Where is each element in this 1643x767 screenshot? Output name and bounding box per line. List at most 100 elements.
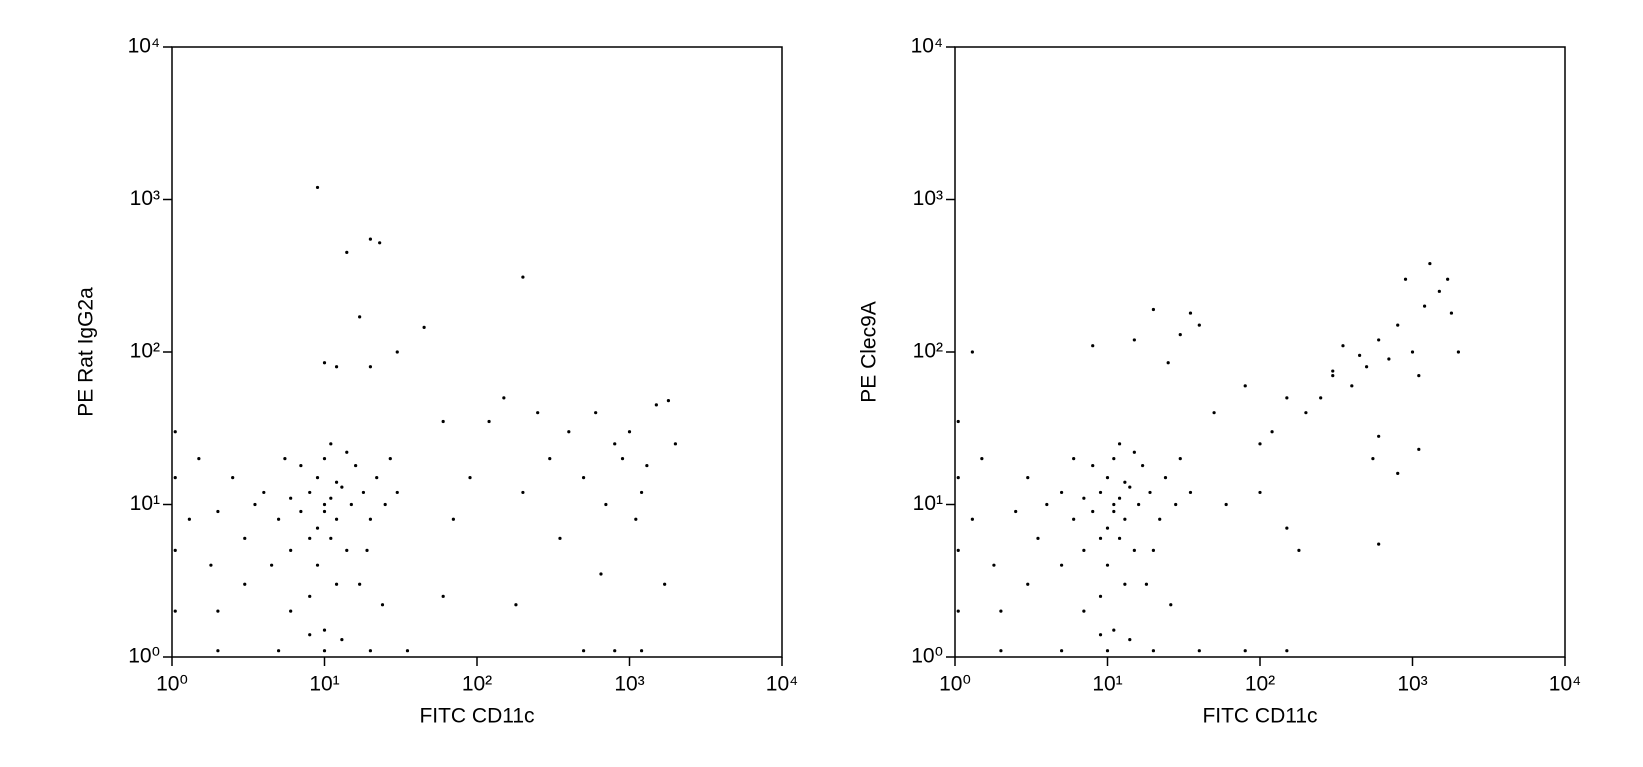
event-dot <box>956 419 960 424</box>
event-dot <box>209 563 213 567</box>
event-dot <box>243 536 247 540</box>
event-dot <box>441 594 445 598</box>
event-dot <box>334 365 339 369</box>
event-dot <box>1091 463 1095 468</box>
event-dot <box>956 609 960 613</box>
event-dot <box>1151 649 1156 653</box>
event-dot <box>340 485 344 489</box>
x-tick-label: 10¹ <box>309 673 339 696</box>
event-dot <box>604 502 608 507</box>
event-dot <box>395 490 399 495</box>
event-dot <box>1428 261 1432 266</box>
event-dot <box>334 517 339 521</box>
x-tick-label: 10⁰ <box>156 673 188 696</box>
event-dot <box>1396 323 1400 327</box>
event-dot <box>322 509 327 514</box>
event-dot <box>970 350 974 354</box>
event-dot <box>468 476 472 480</box>
event-dot <box>1072 517 1076 521</box>
event-dot <box>1178 333 1182 337</box>
event-dot <box>1105 526 1110 530</box>
event-dot <box>1331 369 1335 373</box>
event-dot <box>1105 563 1110 567</box>
event-dot <box>1132 450 1136 454</box>
x-tick-label: 10⁴ <box>1549 673 1581 696</box>
event-dot <box>216 509 220 514</box>
event-dot <box>354 463 358 468</box>
event-dot <box>1128 638 1132 642</box>
event-dot <box>1377 434 1381 438</box>
event-dot <box>1132 338 1136 342</box>
event-dot <box>1243 649 1247 653</box>
event-dot <box>361 490 366 495</box>
event-dot <box>1387 357 1391 361</box>
event-dot <box>1059 490 1064 495</box>
x-tick-label: 10⁰ <box>939 673 971 696</box>
event-dot <box>521 275 525 279</box>
event-dot <box>1417 447 1421 451</box>
event-dot <box>1319 396 1323 400</box>
event-dot <box>1285 649 1289 653</box>
event-dot <box>639 649 644 653</box>
event-dot <box>1166 361 1170 365</box>
event-dot <box>1270 430 1274 434</box>
event-dot <box>1410 350 1415 354</box>
event-dot <box>1449 311 1454 315</box>
event-dot <box>173 430 177 434</box>
plot-frame <box>954 46 1566 658</box>
event-dot <box>1098 594 1103 598</box>
event-dot <box>329 496 333 500</box>
x-tick-label: 10² <box>462 673 492 696</box>
event-dot <box>1132 548 1136 553</box>
event-dot <box>1403 277 1408 281</box>
event-dot <box>334 582 339 586</box>
event-dot <box>283 456 287 461</box>
event-dot <box>299 509 303 514</box>
event-dot <box>1417 374 1421 378</box>
event-dot <box>358 315 362 319</box>
event-dot <box>999 649 1003 653</box>
event-dot <box>1377 542 1381 546</box>
event-dot <box>380 603 385 607</box>
event-dot <box>173 476 177 480</box>
event-dot <box>315 563 320 567</box>
y-axis-label: PE Clec9A <box>858 301 881 403</box>
event-dot <box>358 582 362 586</box>
event-dot <box>1212 411 1216 415</box>
event-dot <box>536 411 540 415</box>
event-dot <box>345 450 349 454</box>
event-dot <box>1123 582 1127 586</box>
event-dot <box>308 594 312 598</box>
event-dot <box>980 456 984 461</box>
event-dot <box>1059 563 1064 567</box>
event-dot <box>1297 548 1301 553</box>
event-dot <box>1258 442 1262 446</box>
event-dot <box>1341 344 1345 348</box>
event-dot <box>663 582 667 586</box>
event-dot <box>1123 517 1127 521</box>
event-dot <box>1141 463 1145 468</box>
x-axis-label: FITC CD11c <box>1202 705 1317 728</box>
event-dot <box>502 396 506 400</box>
event-dot <box>308 536 312 540</box>
event-dot <box>1358 353 1362 357</box>
event-dot <box>340 638 344 642</box>
event-dot <box>581 476 586 480</box>
event-dot <box>1396 471 1400 475</box>
event-dot <box>1285 526 1289 530</box>
event-dot <box>970 517 974 521</box>
event-dot <box>1350 384 1354 388</box>
event-dot <box>594 411 598 415</box>
y-tick-label: 10³ <box>913 187 943 210</box>
event-dot <box>262 490 266 495</box>
event-dot <box>322 361 327 365</box>
event-dot <box>1072 456 1076 461</box>
y-axis-label: PE Rat IgG2a <box>75 287 98 417</box>
event-dot <box>558 536 562 540</box>
event-dot <box>567 430 571 434</box>
event-dot <box>276 517 281 521</box>
event-dot <box>329 442 333 446</box>
x-tick-label: 10³ <box>1397 673 1427 696</box>
event-dot <box>322 456 327 461</box>
x-tick-label: 10⁴ <box>766 673 798 696</box>
